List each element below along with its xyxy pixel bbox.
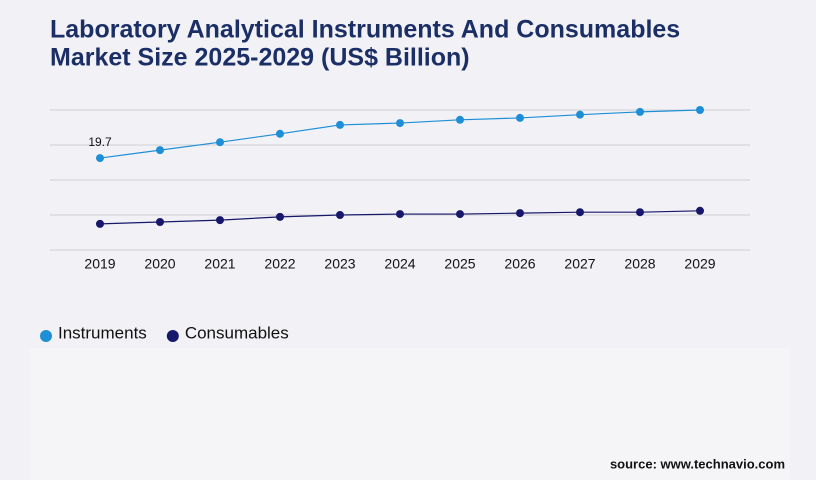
data-point [96,154,104,163]
data-point [456,115,464,124]
x-tick-label: 2027 [564,256,595,272]
x-tick-label: 2021 [204,256,235,272]
x-tick-label: 2024 [384,256,415,272]
x-tick-label: 2029 [684,256,715,272]
legend-marker [40,330,52,342]
data-point [636,208,644,217]
lower-panel [30,348,790,480]
chart-subtitle: Market Size 2025-2029 (US$ Billion) [50,44,470,72]
chart-title: Laboratory Analytical Instruments And Co… [50,16,680,44]
data-point [396,210,404,219]
x-tick-label: 2026 [504,256,535,272]
source: source: www.technavio.com [610,456,785,471]
data-point [636,107,644,116]
x-tick-label: 2020 [144,256,175,272]
data-point [156,146,164,155]
data-point [696,106,704,114]
data-point [216,138,224,147]
data-point [216,216,224,225]
legend-label: Consumables [185,323,289,342]
data-point [96,219,104,228]
data-point [516,113,524,122]
data-point [576,208,584,217]
data-point [456,210,464,219]
legend-label: Instruments [58,323,147,342]
x-tick-label: 2022 [264,256,295,272]
data-label: 19.7 [88,135,112,149]
data-point [276,212,284,221]
data-point [156,218,164,226]
data-point [336,120,344,129]
x-tick-label: 2028 [624,256,655,272]
x-tick-label: 2019 [84,256,115,272]
data-point [696,206,704,215]
data-point [276,129,284,138]
x-tick-label: 2025 [444,256,475,272]
data-point [576,110,584,119]
series-line [99,109,701,159]
data-point [516,209,524,218]
legend-marker [166,330,179,342]
data-point [396,119,404,128]
data-point [336,211,344,219]
x-tick-label: 2023 [324,256,355,272]
